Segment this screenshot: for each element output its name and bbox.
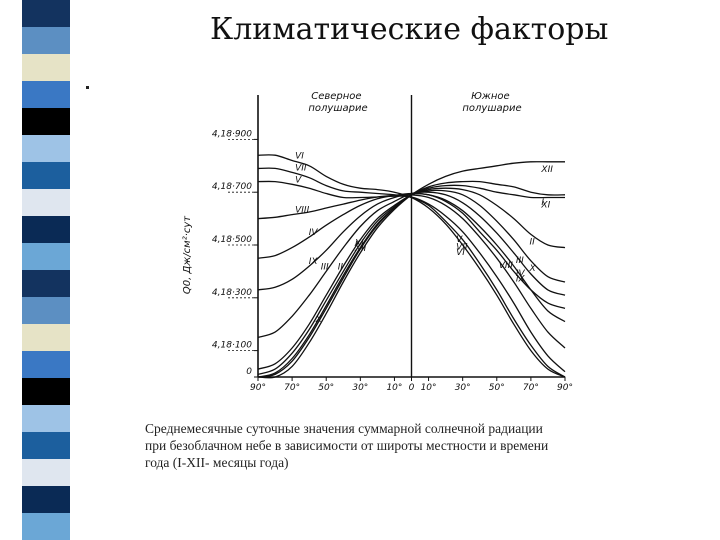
- series-label: VII: [295, 163, 307, 173]
- stripe-block: [22, 513, 70, 540]
- series-label-south: VI: [456, 248, 465, 258]
- series-label-south: II: [529, 237, 535, 247]
- y-tick-label: 4,18·500: [212, 235, 252, 245]
- caption-line-2: при безоблачном небе в зависимости от ши…: [145, 438, 549, 453]
- stripe-block: [22, 27, 70, 54]
- series-label-south: III: [516, 256, 524, 266]
- y-tick-label: 4,18·300: [212, 288, 252, 298]
- series-label-south: VIII: [499, 261, 513, 271]
- south-hemisphere-word1: Южное: [471, 91, 510, 102]
- series-line-xii: [257, 161, 565, 379]
- y-tick-label: 0: [246, 367, 252, 377]
- stripe-block: [22, 135, 70, 162]
- stripe-block: [22, 378, 70, 405]
- stripe-block: [22, 81, 70, 108]
- x-tick-label: 50°: [489, 383, 505, 393]
- series-label-south: IX: [516, 274, 526, 284]
- y-axis-label: Q0, Дж/см²·сут: [182, 215, 193, 294]
- stripe-block: [22, 108, 70, 135]
- series-label-south: IV: [516, 269, 526, 279]
- series-label: VIII: [295, 206, 309, 216]
- series-label: IV: [309, 228, 319, 238]
- caption-line-1: Среднемесячные суточные значения суммарн…: [145, 421, 543, 436]
- north-hemisphere-label: Северное полушарие: [308, 91, 367, 114]
- x-tick-label: 70°: [284, 383, 300, 393]
- stripe-block: [22, 351, 70, 378]
- stripe-block: [22, 432, 70, 459]
- series-label: III: [321, 262, 329, 272]
- series-line-iii: [257, 191, 566, 339]
- x-tick-label: 30°: [455, 383, 471, 393]
- north-hemisphere-word1: Северное: [311, 91, 361, 102]
- stripe-block: [22, 324, 70, 351]
- x-tick-label: 50°: [318, 383, 334, 393]
- y-tick-label: 4,18·700: [212, 182, 252, 192]
- stripe-block: [22, 162, 70, 189]
- plot-area: 0 4,18·100 4,18·300 4,18·500 4,18·700 4,18·90…: [212, 95, 573, 393]
- series-label-south: X: [528, 264, 536, 274]
- x-tick-label: 90°: [557, 383, 573, 393]
- stripe-block: [22, 54, 70, 81]
- series-label-south: V: [456, 235, 463, 245]
- x-tick-label: 10°: [421, 383, 437, 393]
- x-tick-label: 30°: [352, 383, 368, 393]
- stripe-block: [22, 243, 70, 270]
- decorative-stripe: [22, 0, 70, 540]
- south-hemisphere-word2: полушарие: [462, 103, 521, 114]
- series-label: XI: [354, 239, 364, 249]
- series-label-south: XI: [540, 200, 550, 210]
- figure-caption: Среднемесячные суточные значения суммарн…: [145, 420, 665, 471]
- stripe-block: [22, 216, 70, 243]
- stripe-block: [22, 486, 70, 513]
- y-tick-label: 4,18·100: [212, 341, 252, 351]
- stripe-block: [22, 405, 70, 432]
- south-hemisphere-label: Южное полушарие: [462, 91, 521, 114]
- x-tick-label: 10°: [386, 383, 402, 393]
- caption-line-3: года (I-XII- месяцы года): [145, 455, 289, 470]
- series-label-south: XII: [540, 165, 553, 175]
- stripe-block: [22, 459, 70, 486]
- north-hemisphere-word2: полушарие: [308, 103, 367, 114]
- y-tick-label: 4,18·900: [212, 129, 252, 139]
- stripe-block: [22, 0, 70, 27]
- series-label: II: [338, 262, 344, 272]
- series-label: V: [295, 175, 302, 185]
- stripe-block: [22, 189, 70, 216]
- stripe-block: [22, 270, 70, 297]
- x-tick-label: 70°: [523, 383, 539, 393]
- series-label-south: VII: [456, 243, 468, 253]
- bullet-dot: [86, 86, 89, 89]
- series-label: I: [355, 240, 358, 250]
- series-label: VI: [295, 152, 304, 162]
- slide-title: Климатические факторы: [210, 12, 609, 47]
- series-label-south: I: [541, 198, 544, 208]
- stripe-block: [22, 297, 70, 324]
- radiation-chart: Северное полушарие Южное полушарие Q0, Д…: [182, 91, 573, 393]
- series-label: XII: [354, 244, 367, 254]
- x-tick-label: 90°: [250, 383, 266, 393]
- series-line-v: [257, 180, 566, 373]
- x-tick-label: 0: [409, 383, 415, 393]
- series-label: IX: [309, 257, 319, 267]
